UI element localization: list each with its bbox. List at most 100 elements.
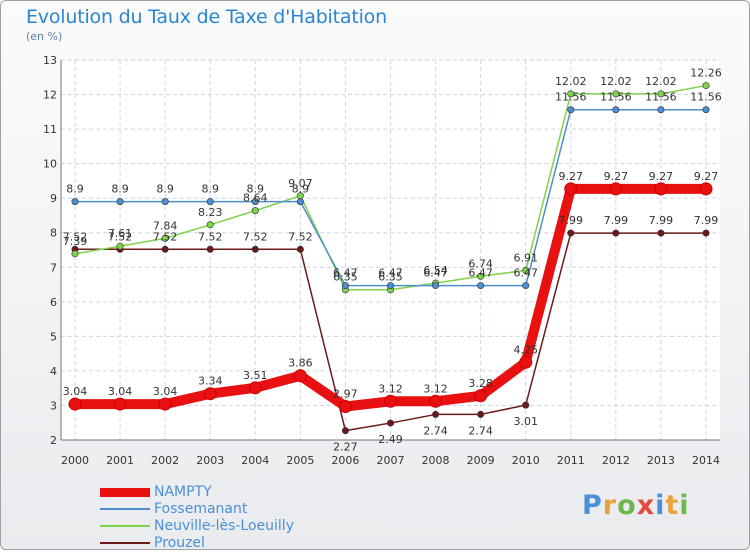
x-tick-label: 2003 [196,454,224,467]
data-label: 3.01 [513,415,538,428]
data-point [296,198,304,206]
data-point [161,234,169,242]
data-point [206,198,214,206]
data-label: 4.25 [513,343,538,356]
data-point [702,106,710,114]
x-tick-label: 2013 [647,454,675,467]
data-label: 7.99 [694,214,719,227]
data-label: 3.12 [378,382,403,395]
data-label: 3.04 [153,385,178,398]
data-label: 8.64 [243,192,268,205]
data-point [293,369,307,383]
data-label: 6.47 [468,267,493,280]
legend-swatch [100,542,150,544]
y-tick-label: 6 [50,296,57,309]
data-label: 7.52 [153,230,178,243]
y-tick-label: 10 [43,158,57,171]
data-point [564,182,578,196]
x-tick-label: 2010 [512,454,540,467]
data-label: 7.61 [108,227,133,240]
data-point [341,427,349,435]
data-point [567,106,575,114]
data-point [71,250,79,258]
data-point [657,90,665,98]
data-point [657,106,665,114]
x-tick-label: 2004 [241,454,269,467]
data-label: 6.91 [513,251,538,264]
data-label: 3.34 [198,375,223,388]
data-label: 6.54 [423,264,448,277]
y-tick-label: 2 [50,434,57,447]
logo-letter: x [636,490,656,521]
data-point [567,229,575,237]
legend-label: NAMPTY [154,484,212,500]
data-point [477,282,485,290]
data-point [432,410,440,418]
data-label: 3.51 [243,369,268,382]
data-label: 3.04 [63,385,88,398]
data-label: 3.04 [108,385,133,398]
data-point [386,282,394,290]
data-label: 7.52 [108,230,133,243]
data-point [702,82,710,90]
data-point [116,242,124,250]
x-tick-label: 2008 [422,454,450,467]
logo-letter: o [617,490,637,521]
logo-letter: P [582,490,603,521]
data-label: 7.52 [243,230,268,243]
data-point [612,229,620,237]
data-label: 11.56 [690,91,722,104]
data-point [519,355,533,369]
chart-title: Evolution du Taux de Taxe d'Habitation [26,6,387,28]
x-tick-label: 2009 [467,454,495,467]
data-label: 12.02 [645,75,677,88]
x-tick-label: 2006 [331,454,359,467]
data-point [522,401,530,409]
data-label: 8.9 [247,183,265,196]
y-tick-label: 3 [50,399,57,412]
data-label: 9.27 [604,170,629,183]
data-label: 7.52 [288,230,313,243]
data-point [702,229,710,237]
x-tick-label: 2012 [602,454,630,467]
logo-letter: r [602,490,618,521]
data-point [203,387,217,401]
data-point [477,410,485,418]
chart-unit: (en %) [26,30,63,43]
legend-swatch [100,525,150,527]
y-tick-label: 4 [50,365,57,378]
data-label: 6.47 [423,267,448,280]
data-label: 6.47 [513,267,538,280]
data-point [609,182,623,196]
data-point [654,182,668,196]
data-point [251,245,259,253]
y-tick-label: 9 [50,192,57,205]
data-point [341,282,349,290]
data-point [251,207,259,215]
legend-label: Neuville-lès-Loeuilly [154,518,294,534]
data-point [474,389,488,403]
data-point [251,198,259,206]
data-label: 2.27 [333,441,358,454]
data-point [158,397,172,411]
data-label: 8.23 [198,206,223,219]
data-label: 7.39 [63,235,88,248]
data-point [612,106,620,114]
data-label: 7.84 [153,219,178,232]
y-tick-label: 11 [43,123,57,136]
data-label: 8.9 [201,183,219,196]
data-point [657,229,665,237]
data-label: 12.02 [555,75,587,88]
x-tick-label: 2011 [557,454,585,467]
x-tick-label: 2001 [106,454,134,467]
data-point [432,282,440,290]
legend-swatch [100,487,150,497]
data-label: 3.86 [288,357,313,370]
logo-letter: i [679,490,690,521]
data-point [386,419,394,427]
legend-label: Fossemanant [154,501,248,517]
logo-letter: i [655,490,666,521]
x-tick-label: 2007 [377,454,405,467]
data-point [248,381,262,395]
data-label: 8.9 [66,183,84,196]
